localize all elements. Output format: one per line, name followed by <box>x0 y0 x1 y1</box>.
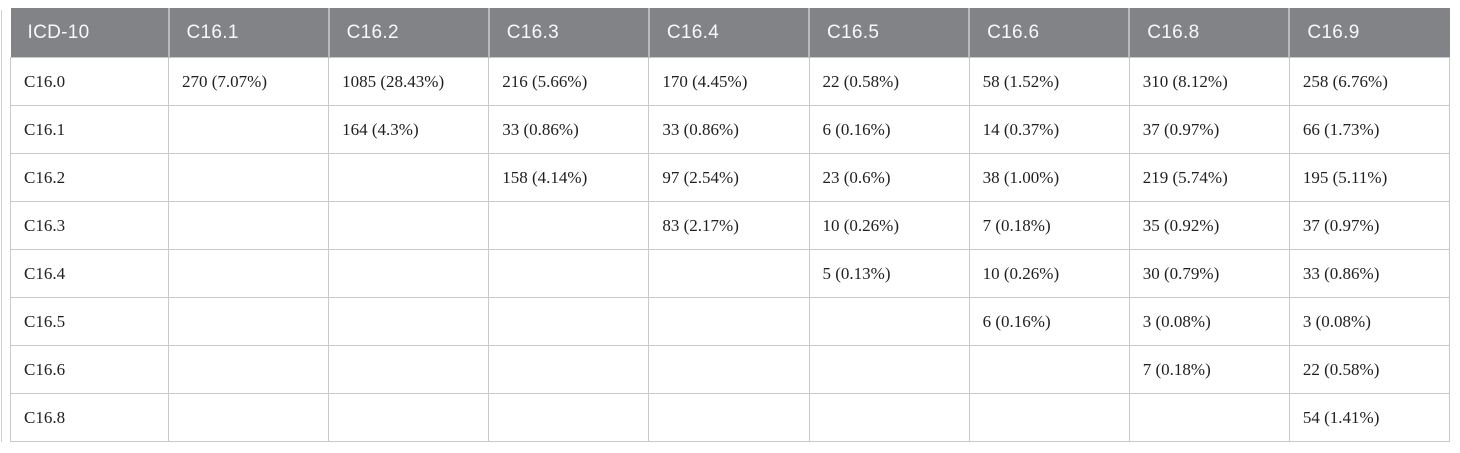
table-cell: 310 (8.12%) <box>1128 57 1290 106</box>
table-cell: 37 (0.97%) <box>1128 105 1290 154</box>
table-cell: 164 (4.3%) <box>328 105 490 154</box>
table-cell: 97 (2.54%) <box>648 153 810 202</box>
row-label: C16.3 <box>10 201 169 250</box>
header-cell: C16.2 <box>327 8 489 58</box>
table-cell <box>167 201 330 250</box>
table-cell: 22 (0.58%) <box>1288 345 1451 394</box>
page-edge-line <box>1 10 2 442</box>
table-row: C16.0 270 (7.07%) 1085 (28.43%) 216 (5.66%)… <box>10 57 1451 106</box>
row-label: C16.2 <box>10 153 169 202</box>
header-cell: C16.6 <box>968 8 1130 58</box>
header-row: ICD-10 C16.1 C16.2 C16.3 C16.4 C16.5 C16.6 C16.… <box>10 8 1450 58</box>
row-label: C16.6 <box>10 345 169 394</box>
table-cell: 33 (0.86%) <box>648 105 810 154</box>
table-row: C16.6 7 (0.18%) 22 (0.58%) <box>10 345 1451 394</box>
table-cell <box>167 105 330 154</box>
table-cell: 6 (0.16%) <box>808 105 970 154</box>
table-cell: 37 (0.97%) <box>1288 201 1451 250</box>
header-cell: C16.5 <box>807 8 970 58</box>
table-cell <box>167 153 330 202</box>
table-cell <box>328 297 490 346</box>
table-cell <box>167 297 330 346</box>
table-cell <box>648 297 810 346</box>
table-row: C16.4 5 (0.13%) 10 (0.26%) 30 (0.79%) 33 (0.… <box>10 249 1451 298</box>
table-cell: 7 (0.18%) <box>1128 345 1290 394</box>
table-cell <box>488 201 650 250</box>
table-cell <box>808 297 970 346</box>
table-cell: 33 (0.86%) <box>488 105 650 154</box>
table-cell <box>488 249 650 298</box>
table-row: C16.3 83 (2.17%) 10 (0.26%) 7 (0.18%) 35 (0.… <box>10 201 1451 250</box>
table-cell <box>488 345 650 394</box>
table-cell: 3 (0.08%) <box>1128 297 1290 346</box>
table-cell: 10 (0.26%) <box>968 249 1130 298</box>
table-cell: 14 (0.37%) <box>968 105 1130 154</box>
table-cell <box>1128 393 1290 442</box>
row-label: C16.0 <box>10 57 169 106</box>
table-cell <box>328 345 490 394</box>
table-cell: 1085 (28.43%) <box>328 57 490 106</box>
table-cell: 54 (1.41%) <box>1288 393 1451 442</box>
table-cell: 7 (0.18%) <box>968 201 1130 250</box>
row-label: C16.5 <box>10 297 169 346</box>
table-row: C16.2 158 (4.14%) 97 (2.54%) 23 (0.6%) 38 (1… <box>10 153 1451 202</box>
table-cell: 170 (4.45%) <box>648 57 810 106</box>
table-cell: 10 (0.26%) <box>808 201 970 250</box>
row-label: C16.1 <box>10 105 169 154</box>
table-cell <box>648 345 810 394</box>
table-cell: 3 (0.08%) <box>1288 297 1451 346</box>
table-body: C16.0 270 (7.07%) 1085 (28.43%) 216 (5.66%)… <box>10 57 1451 442</box>
row-label: C16.4 <box>10 249 169 298</box>
table-cell: 158 (4.14%) <box>488 153 650 202</box>
table-cell <box>328 201 490 250</box>
table-cell: 35 (0.92%) <box>1128 201 1290 250</box>
table-cell <box>968 393 1130 442</box>
table-row: C16.5 6 (0.16%) 3 (0.08%) 3 (0.08%) <box>10 297 1451 346</box>
table-cell <box>167 393 330 442</box>
table-cell: 30 (0.79%) <box>1128 249 1290 298</box>
row-label: C16.8 <box>10 393 169 442</box>
table-cell <box>167 249 330 298</box>
table-cell <box>167 345 330 394</box>
table-cell: 216 (5.66%) <box>488 57 650 106</box>
table-cell <box>328 393 490 442</box>
table-cell: 270 (7.07%) <box>167 57 330 106</box>
table-cell: 38 (1.00%) <box>968 153 1130 202</box>
table-cell <box>328 153 490 202</box>
header-cell: C16.3 <box>487 8 649 58</box>
table-cell <box>648 393 810 442</box>
table-cell: 58 (1.52%) <box>968 57 1130 106</box>
header-cell-icd10: ICD-10 <box>10 8 169 58</box>
table-cell <box>328 249 490 298</box>
table-cell: 23 (0.6%) <box>808 153 970 202</box>
table-row: C16.8 54 (1.41%) <box>10 393 1451 442</box>
table-header: ICD-10 C16.1 C16.2 C16.3 C16.4 C16.5 C16.6 C16.… <box>10 8 1450 58</box>
table-cell: 22 (0.58%) <box>808 57 970 106</box>
table-cell: 33 (0.86%) <box>1288 249 1451 298</box>
table-cell <box>808 345 970 394</box>
table-row: C16.1 164 (4.3%) 33 (0.86%) 33 (0.86%) 6 (0.… <box>10 105 1451 154</box>
table-cell: 6 (0.16%) <box>968 297 1130 346</box>
table-cell: 5 (0.13%) <box>808 249 970 298</box>
table-cell: 83 (2.17%) <box>648 201 810 250</box>
table-cell <box>488 297 650 346</box>
header-cell: C16.8 <box>1128 8 1290 58</box>
header-cell: C16.9 <box>1288 8 1450 58</box>
table-cell: 66 (1.73%) <box>1288 105 1451 154</box>
table-cell <box>808 393 970 442</box>
table-cell: 258 (6.76%) <box>1288 57 1451 106</box>
table-cell <box>968 345 1130 394</box>
header-cell: C16.1 <box>167 8 329 58</box>
icd10-cooccurrence-table: ICD-10 C16.1 C16.2 C16.3 C16.4 C16.5 C16.6 C16.… <box>10 8 1451 442</box>
table-cell: 219 (5.74%) <box>1128 153 1290 202</box>
header-cell: C16.4 <box>647 8 809 58</box>
table-cell: 195 (5.11%) <box>1288 153 1451 202</box>
table-cell <box>488 393 650 442</box>
table-cell <box>648 249 810 298</box>
